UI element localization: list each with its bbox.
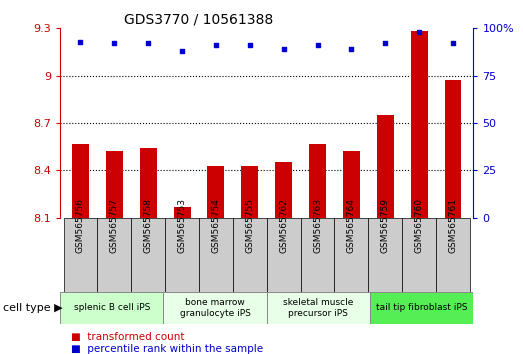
Text: GDS3770 / 10561388: GDS3770 / 10561388 [124,12,274,27]
Bar [267,292,370,324]
Point [178,48,186,54]
Point [76,39,85,44]
Point [212,42,220,48]
Bar [97,218,131,292]
Text: GSM565759: GSM565759 [381,198,390,253]
Point [449,41,457,46]
Text: splenic B cell iPS: splenic B cell iPS [74,303,150,313]
Bar [241,166,258,218]
Bar [377,115,394,218]
Text: GSM565762: GSM565762 [279,199,288,253]
Text: tail tip fibroblast iPS: tail tip fibroblast iPS [376,303,468,313]
Bar [267,218,301,292]
Point [246,42,254,48]
Bar [275,162,292,218]
Bar [343,152,360,218]
Bar [370,292,473,324]
Bar [174,207,190,218]
Text: ■  transformed count: ■ transformed count [71,332,184,342]
Text: GSM565757: GSM565757 [110,198,119,253]
Bar [163,292,267,324]
Point [347,46,356,52]
Text: GSM565755: GSM565755 [245,198,254,253]
Bar [199,218,233,292]
Bar [335,218,368,292]
Bar [131,218,165,292]
Text: GSM565764: GSM565764 [347,199,356,253]
Bar [436,218,470,292]
Text: GSM565756: GSM565756 [76,198,85,253]
Text: GSM565763: GSM565763 [313,198,322,253]
Text: ■  percentile rank within the sample: ■ percentile rank within the sample [71,344,263,354]
Text: GSM565754: GSM565754 [211,199,220,253]
Point [415,29,423,35]
Bar [445,80,461,218]
Bar [402,218,436,292]
Text: GSM565753: GSM565753 [178,198,187,253]
Point [381,41,390,46]
Bar [368,218,402,292]
Text: GSM565760: GSM565760 [415,198,424,253]
Bar [301,218,335,292]
Bar [233,218,267,292]
Text: GSM565761: GSM565761 [449,198,458,253]
Bar [165,218,199,292]
Bar [106,152,123,218]
Text: GSM565758: GSM565758 [144,198,153,253]
Bar [208,166,224,218]
Point [110,41,119,46]
Bar [309,143,326,218]
Point [313,42,322,48]
Bar [140,148,157,218]
Text: skeletal muscle
precursor iPS: skeletal muscle precursor iPS [283,298,354,318]
Bar [411,32,428,218]
Bar [63,218,97,292]
Bar [72,143,89,218]
Bar [60,292,163,324]
Text: cell type ▶: cell type ▶ [3,303,62,313]
Text: bone marrow
granulocyte iPS: bone marrow granulocyte iPS [179,298,251,318]
Point [279,46,288,52]
Point [144,41,152,46]
